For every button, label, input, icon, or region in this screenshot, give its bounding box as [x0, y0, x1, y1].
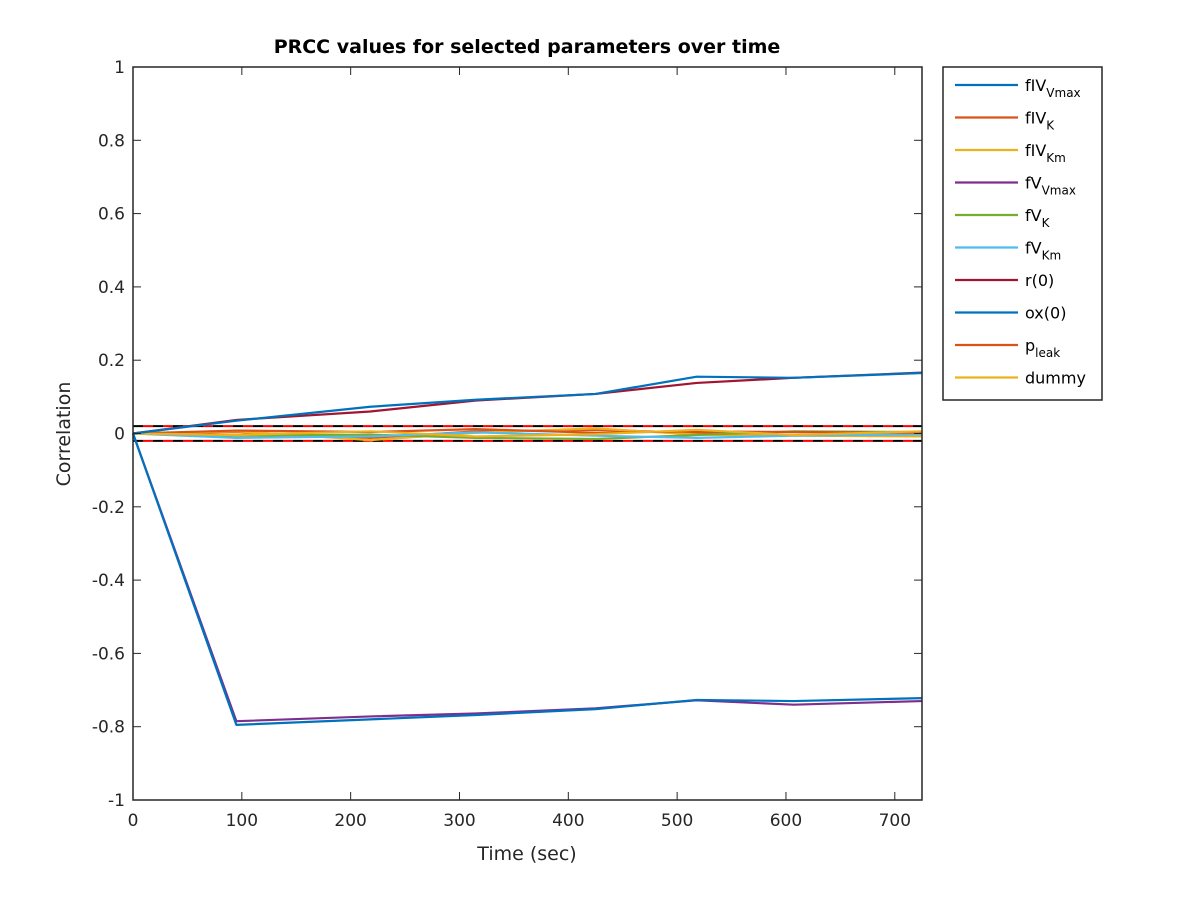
legend-entry-name: p — [1025, 336, 1035, 355]
y-tick-label: -0.4 — [92, 571, 125, 591]
y-tick-label: 0.6 — [98, 205, 125, 225]
y-tick-label: 0 — [114, 425, 125, 445]
y-tick-label: 0.8 — [98, 131, 125, 151]
y-axis: -1 -0.8 -0.6 -0.4 -0.2 0 0.2 0.4 0.6 0.8 1 — [92, 58, 922, 811]
x-tick-label: 0 — [128, 811, 139, 831]
y-tick-label: -0.8 — [92, 718, 125, 738]
legend-entry: fIVK — [1025, 109, 1055, 133]
legend-entry-subscript: Vmax — [1046, 86, 1080, 100]
legend-entry-subscript: Km — [1042, 249, 1062, 263]
legend-entry: fIVVmax — [1025, 76, 1081, 100]
legend-entry-name: fV — [1025, 174, 1042, 193]
series-line-7 — [132, 371, 923, 435]
legend-entry: pleak — [1025, 336, 1060, 360]
y-tick-label: 0.2 — [98, 351, 125, 371]
series-line-8 — [132, 428, 923, 435]
x-tick-label: 200 — [334, 811, 366, 831]
x-axis: 0 100 200 300 400 500 600 700 — [128, 67, 911, 831]
legend-entry: ox(0) — [1025, 304, 1066, 323]
legend-entry-name: r(0) — [1025, 271, 1054, 290]
legend-entry: fVKm — [1025, 239, 1061, 263]
legend-entry-name: ox(0) — [1025, 304, 1066, 323]
series-line-5 — [132, 431, 923, 439]
x-tick-label: 100 — [226, 811, 258, 831]
x-tick-label: 600 — [770, 811, 802, 831]
legend-entry-subscript: Km — [1046, 151, 1066, 165]
x-tick-label: 700 — [879, 811, 911, 831]
legend: fIVVmaxfIVKfIVKmfVVmaxfVKfVKmr(0)ox(0)pl… — [942, 66, 1103, 401]
legend-entry-name: fIV — [1025, 109, 1046, 128]
y-axis-label: Correlation — [53, 382, 75, 487]
x-axis-label: Time (sec) — [476, 843, 576, 865]
y-tick-label: -1 — [108, 791, 125, 811]
legend-entry-subscript: K — [1046, 119, 1055, 133]
legend-entry: fVVmax — [1025, 174, 1076, 198]
y-tick-label: 0.4 — [98, 278, 125, 298]
chart-title: PRCC values for selected parameters over… — [274, 36, 781, 58]
y-tick-label: -0.6 — [92, 644, 125, 664]
legend-entry-name: fIV — [1025, 76, 1046, 95]
series-layer — [131, 371, 923, 726]
legend-entry-name: dummy — [1025, 369, 1086, 388]
series-line-9 — [132, 428, 923, 438]
series-line-0 — [131, 433, 923, 726]
legend-entry-name: fIV — [1025, 141, 1046, 160]
legend-entry: dummy — [1025, 369, 1086, 388]
legend-entry: r(0) — [1025, 271, 1054, 290]
legend-entry-subscript: leak — [1035, 346, 1060, 360]
legend-entry: fVK — [1025, 206, 1051, 230]
reference-lines — [133, 425, 922, 442]
x-tick-label: 500 — [661, 811, 693, 831]
legend-entry-subscript: K — [1042, 216, 1051, 230]
y-tick-label: -0.2 — [92, 498, 125, 518]
x-tick-label: 300 — [443, 811, 475, 831]
legend-entry-subscript: Vmax — [1042, 184, 1076, 198]
y-tick-label: 1 — [114, 58, 125, 78]
legend-entry-name: fV — [1025, 206, 1042, 225]
legend-entry-name: fV — [1025, 239, 1042, 258]
x-tick-label: 400 — [552, 811, 584, 831]
legend-entry: fIVKm — [1025, 141, 1066, 165]
